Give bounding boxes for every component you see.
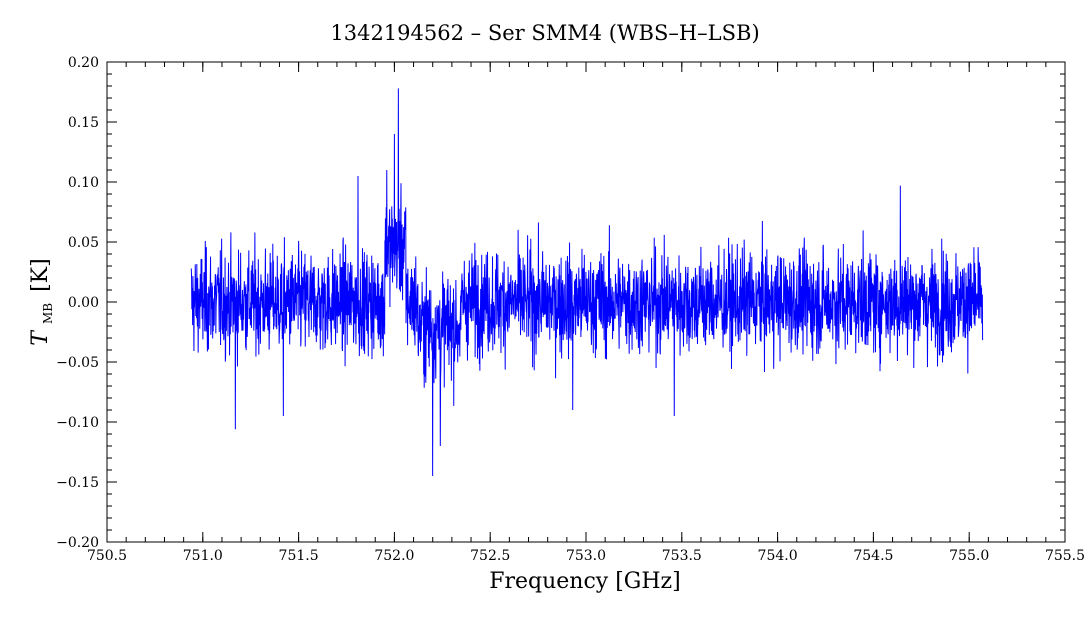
x-tick-label: 753.0 bbox=[566, 548, 606, 564]
x-axis-title: Frequency [GHz] bbox=[489, 569, 681, 594]
x-tick-label: 750.5 bbox=[87, 548, 127, 564]
y-axis-subscript: MB bbox=[41, 303, 55, 324]
x-tick-labels: 750.5 751.0 751.5 752.0 752.5 753.0 753.5 754.0… bbox=[87, 548, 1085, 564]
svg-text:T MB [K]: T MB [K] bbox=[28, 258, 58, 345]
y-tick-label: 0.00 bbox=[68, 295, 99, 311]
y-tick-label: 0.15 bbox=[68, 115, 99, 131]
x-tick-label: 752.0 bbox=[374, 548, 414, 564]
x-tick-label: 753.5 bbox=[662, 548, 702, 564]
chart-title: 1342194562 – Ser SMM4 (WBS–H–LSB) bbox=[330, 21, 759, 45]
y-tick-label: −0.05 bbox=[56, 355, 99, 371]
y-axis-symbol: T bbox=[28, 329, 53, 346]
y-tick-label: 0.20 bbox=[68, 55, 99, 71]
x-tick-label: 755.5 bbox=[1045, 548, 1085, 564]
y-axis-title: T MB [K] bbox=[28, 258, 58, 345]
y-tick-label: −0.20 bbox=[56, 535, 99, 551]
x-tick-label: 751.0 bbox=[183, 548, 223, 564]
spectrum-series bbox=[190, 88, 984, 477]
y-tick-label: −0.15 bbox=[56, 475, 99, 491]
x-tick-label: 755.0 bbox=[949, 548, 989, 564]
y-tick-label: 0.10 bbox=[68, 175, 99, 191]
x-tick-label: 751.5 bbox=[279, 548, 319, 564]
y-tick-labels: 0.20 0.15 0.10 0.05 0.00 −0.05 −0.10 −0.15 −0.20 bbox=[56, 55, 99, 551]
y-axis-unit: [K] bbox=[28, 258, 53, 292]
x-tick-label: 754.5 bbox=[853, 548, 893, 564]
y-tick-label: −0.10 bbox=[56, 415, 99, 431]
x-tick-label: 754.0 bbox=[758, 548, 798, 564]
x-tick-label: 752.5 bbox=[470, 548, 510, 564]
axes bbox=[106, 61, 1066, 543]
y-tick-label: 0.05 bbox=[68, 235, 99, 251]
spectrum-line bbox=[190, 88, 984, 477]
